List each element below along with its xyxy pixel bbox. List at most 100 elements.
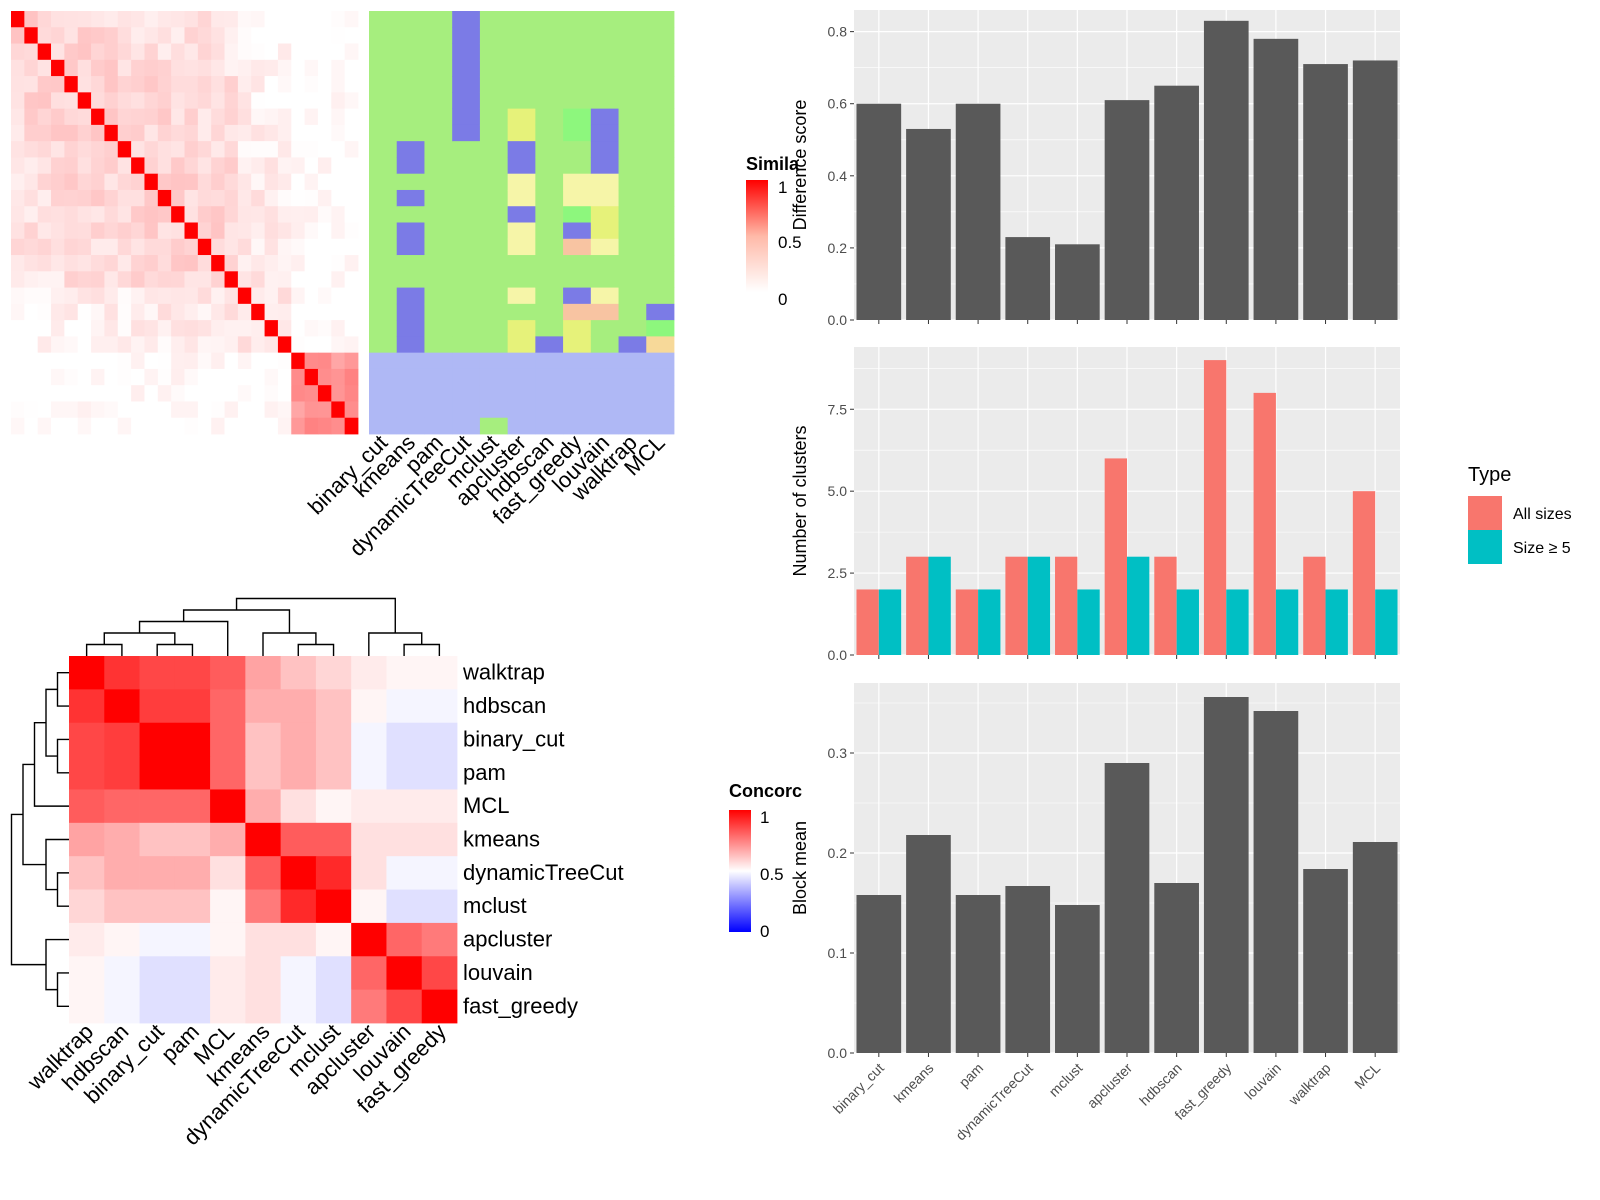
similarity-cell [344,157,359,175]
concordance-cell [421,656,458,690]
cluster-annotation-cell [479,287,509,305]
similarity-cell [37,368,52,386]
similarity-cell [157,189,172,207]
concordance-cell [210,756,246,790]
cluster-annotation-cell [479,206,509,223]
similarity-cell [157,320,172,337]
similarity-cell [277,222,292,240]
concordance-cell [174,656,211,690]
similarity-cell [277,336,292,354]
similarity-cell [251,222,265,240]
similarity-cell [51,92,65,110]
y-tick-label: 0.0 [828,312,848,328]
cluster-annotation-cell [618,108,647,126]
similarity-cell [277,157,292,175]
cluster-annotation-cell [618,401,647,419]
bar-size5 [1375,589,1398,655]
similarity-cell [64,11,79,28]
cluster-annotation-cell [424,173,453,191]
similarity-cell [24,76,39,93]
cluster-annotation-cell [424,255,453,272]
cluster-annotation-cell [507,43,536,61]
similarity-cell [184,222,199,240]
similarity-cell [37,352,52,370]
similarity-cell [131,352,145,370]
concordance-cell [421,756,458,790]
similarity-cell [171,287,185,305]
cluster-annotation-cell [590,108,619,126]
similarity-cell [157,287,172,305]
concordance-cell [315,789,352,824]
similarity-cell [171,320,185,337]
concordance-row-label: kmeans [463,827,540,852]
similarity-cell [131,368,145,386]
cluster-annotation-cell [369,238,398,256]
concordance-cell [351,856,387,890]
cluster-annotation-cell [563,11,592,28]
similarity-cell [197,59,212,77]
concordance-cell [386,856,423,890]
similarity-cell [11,287,25,305]
similarity-cell [117,303,132,321]
concordance-cell [351,956,387,991]
bar [1055,905,1100,1053]
bar-all-sizes [1154,556,1177,655]
concordance-cell [386,722,423,757]
similarity-cell [91,401,105,419]
concordance-cell [280,889,317,924]
similarity-cell [157,255,172,272]
similarity-cell [344,141,359,158]
difference-score-bar-chart: 0.0 0.2 0.4 0.6 0.8 Difference score [790,10,1400,328]
concordance-cell [139,889,176,924]
cluster-annotation-cell [618,352,647,370]
concordance-cell [280,656,317,690]
similarity-legend-tick: 0.5 [778,233,802,252]
similarity-cell [304,27,319,44]
similarity-cell [317,287,332,305]
similarity-cell [144,189,159,207]
similarity-cell [104,27,119,44]
concordance-cell [139,789,176,824]
similarity-cell [237,206,252,223]
similarity-cell [251,287,265,305]
cluster-annotation-cell [646,401,675,419]
concordance-cell [69,989,105,1024]
similarity-cell [331,271,346,288]
similarity-cell [37,303,52,321]
similarity-cell [11,303,25,321]
similarity-cell [64,320,79,337]
concordance-cell [280,956,317,991]
similarity-cell [237,222,252,240]
cluster-annotation-cell [563,385,592,402]
similarity-cell [144,238,159,256]
cluster-annotation-cell [563,92,592,110]
y-axis-title: Number of clusters [790,425,810,576]
cluster-annotation-cell [369,287,398,305]
cluster-annotation-cell [424,320,453,337]
similarity-cell [91,255,105,272]
concordance-row-label: binary_cut [463,726,565,751]
similarity-cell [171,303,185,321]
cluster-annotation-cell [618,141,647,158]
similarity-cell [131,417,145,435]
similarity-cell [37,271,52,288]
similarity-cell [277,417,292,435]
similarity-cell [117,76,132,93]
cluster-annotation-cell [590,173,619,191]
cluster-annotation-cell [563,124,592,142]
similarity-cell [51,11,65,28]
cluster-annotation-cell [424,385,453,402]
similarity-cell [277,401,292,419]
concordance-cell [351,789,387,824]
similarity-cell [24,43,39,61]
similarity-cell [171,238,185,256]
similarity-cell [251,417,265,435]
cluster-annotation-cell [590,27,619,44]
dendrogram-branch [103,632,176,645]
similarity-cell [197,141,212,158]
similarity-cell [344,287,359,305]
concordance-cell [245,689,282,724]
similarity-cell [184,303,199,321]
